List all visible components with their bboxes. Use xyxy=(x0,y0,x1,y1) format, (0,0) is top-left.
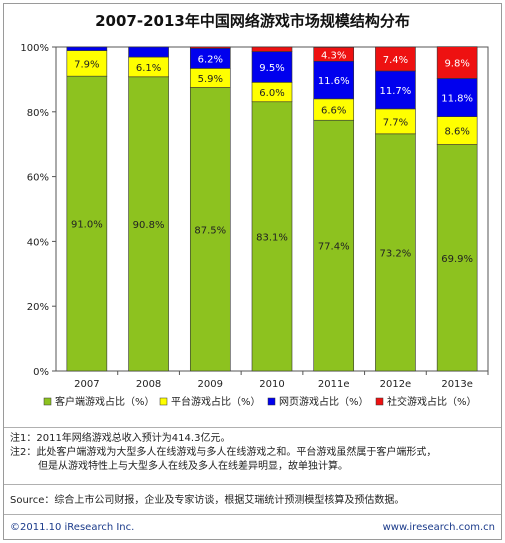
data-label: 9.5% xyxy=(259,63,284,74)
legend-swatch xyxy=(267,397,276,406)
website-link[interactable]: www.iresearch.com.cn xyxy=(382,522,495,533)
note-2-line-1: 注2：此处客户端游戏为大型多人在线游戏与多人在线游戏之和。平台游戏虽然属于客户端… xyxy=(10,447,437,458)
bar-segment xyxy=(375,108,416,135)
data-label: 11.7% xyxy=(380,86,412,97)
y-tick-label: 100% xyxy=(20,43,49,54)
source-text: Source：综合上市公司财报，企业及专家访谈，根据艾瑞统计预测模型核算及预估数… xyxy=(10,495,405,506)
data-label: 77.4% xyxy=(318,242,350,253)
bar-segment xyxy=(189,87,231,372)
data-label: 91.0% xyxy=(71,220,103,231)
stacked-bar-chart: 0% 20% 40% 60% 80% 100% 91.0% 7.9% 2007 90.8% 6.1%… xyxy=(20,43,489,408)
data-label: 83.1% xyxy=(256,232,288,243)
legend-swatch xyxy=(43,397,52,406)
legend-swatch xyxy=(375,397,384,406)
notes: 注1：2011年网络游戏总收入预计为414.3亿元。 注2：此处客户端游戏为大型… xyxy=(10,432,436,474)
bar-segment xyxy=(66,75,108,372)
x-tick-label: 2008 xyxy=(136,379,161,390)
legend-swatch xyxy=(159,397,168,406)
data-label: 73.2% xyxy=(380,248,412,259)
y-tick-label: 20% xyxy=(27,302,49,313)
data-label: 6.6% xyxy=(321,106,346,117)
bar-segment xyxy=(251,101,293,372)
copyright: ©2011.10 iResearch Inc. xyxy=(10,522,135,533)
x-tick-label: 2010 xyxy=(259,379,284,390)
data-label: 7.7% xyxy=(383,117,408,128)
data-label: 9.8% xyxy=(444,59,469,70)
data-label: 8.6% xyxy=(444,127,469,138)
y-tick-label: 0% xyxy=(33,367,49,378)
bar-segment xyxy=(66,46,108,51)
bar-segment xyxy=(313,47,355,62)
bar-segment xyxy=(313,60,355,100)
x-tick-label: 2011e xyxy=(318,379,350,390)
legend-label: 平台游戏占比（%） xyxy=(171,395,261,408)
data-label: 6.1% xyxy=(136,63,161,74)
data-label: 7.4% xyxy=(383,55,408,66)
bar-segment xyxy=(436,46,478,79)
divider-bottom xyxy=(4,514,501,515)
divider-middle xyxy=(4,484,501,485)
data-label: 6.0% xyxy=(259,88,284,99)
data-label: 87.5% xyxy=(194,225,226,236)
x-tick-label: 2009 xyxy=(198,379,223,390)
bar-segment xyxy=(375,133,416,372)
data-label: 7.9% xyxy=(74,59,99,70)
legend-label: 客户端游戏占比（%） xyxy=(55,395,155,408)
y-tick-label: 80% xyxy=(27,108,49,119)
bar-segment xyxy=(128,76,169,372)
data-label: 11.8% xyxy=(441,94,473,105)
data-label: 11.6% xyxy=(318,76,350,87)
x-tick-label: 2012e xyxy=(380,379,412,390)
divider-top xyxy=(4,427,501,428)
note-2-line-2: 但是从游戏特性上与大型多人在线及多人在线差异明显，故单独计算。 xyxy=(38,461,348,472)
note-1: 注1：2011年网络游戏总收入预计为414.3亿元。 xyxy=(10,433,231,444)
data-label: 6.2% xyxy=(198,54,223,65)
bar-segment xyxy=(436,116,478,145)
x-tick-label: 2007 xyxy=(74,379,99,390)
bar-segment xyxy=(436,78,478,117)
bar-segment xyxy=(189,46,231,49)
bar-segment xyxy=(313,119,355,372)
bar-segment xyxy=(375,46,416,72)
legend-label: 社交游戏占比（%） xyxy=(387,395,477,408)
bar-segment xyxy=(375,70,416,110)
y-tick-label: 40% xyxy=(27,237,49,248)
legend-label: 网页游戏占比（%） xyxy=(279,395,369,408)
chart-title: 2007-2013年中国网络游戏市场规模结构分布 xyxy=(95,12,410,30)
footer: ©2011.10 iResearch Inc. www.iresearch.co… xyxy=(10,522,495,533)
data-label: 5.9% xyxy=(198,74,223,85)
bar-segment xyxy=(251,51,293,83)
data-label: 90.8% xyxy=(133,220,165,231)
x-tick-label: 2013e xyxy=(441,379,473,390)
bar-segment xyxy=(251,46,293,52)
data-label: 4.3% xyxy=(321,50,346,61)
data-label: 69.9% xyxy=(441,254,473,265)
bar-segment xyxy=(128,46,169,58)
y-tick-label: 60% xyxy=(27,173,49,184)
